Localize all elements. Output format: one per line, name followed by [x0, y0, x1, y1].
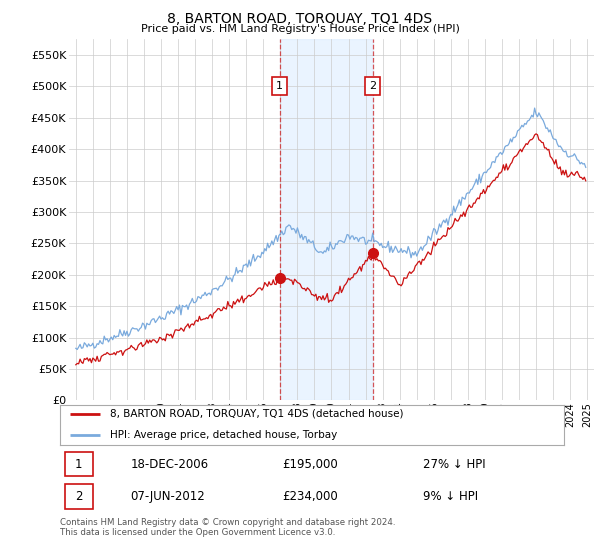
- Text: 9% ↓ HPI: 9% ↓ HPI: [423, 490, 478, 503]
- Text: 2: 2: [75, 490, 83, 503]
- Text: 27% ↓ HPI: 27% ↓ HPI: [423, 458, 485, 470]
- Text: £195,000: £195,000: [282, 458, 338, 470]
- Bar: [280, 39, 373, 400]
- Text: Price paid vs. HM Land Registry's House Price Index (HPI): Price paid vs. HM Land Registry's House …: [140, 24, 460, 34]
- Text: 18-DEC-2006: 18-DEC-2006: [131, 458, 209, 470]
- Text: 1: 1: [75, 458, 83, 470]
- Text: HPI: Average price, detached house, Torbay: HPI: Average price, detached house, Torb…: [110, 430, 338, 440]
- Text: 07-JUN-2012: 07-JUN-2012: [131, 490, 205, 503]
- Text: Contains HM Land Registry data © Crown copyright and database right 2024.
This d: Contains HM Land Registry data © Crown c…: [60, 518, 395, 538]
- Text: 8, BARTON ROAD, TORQUAY, TQ1 4DS: 8, BARTON ROAD, TORQUAY, TQ1 4DS: [167, 12, 433, 26]
- Text: 1: 1: [276, 81, 283, 91]
- Text: 8, BARTON ROAD, TORQUAY, TQ1 4DS (detached house): 8, BARTON ROAD, TORQUAY, TQ1 4DS (detach…: [110, 409, 404, 419]
- FancyBboxPatch shape: [65, 452, 93, 477]
- Text: £234,000: £234,000: [282, 490, 338, 503]
- FancyBboxPatch shape: [65, 484, 93, 508]
- Text: 2: 2: [370, 81, 376, 91]
